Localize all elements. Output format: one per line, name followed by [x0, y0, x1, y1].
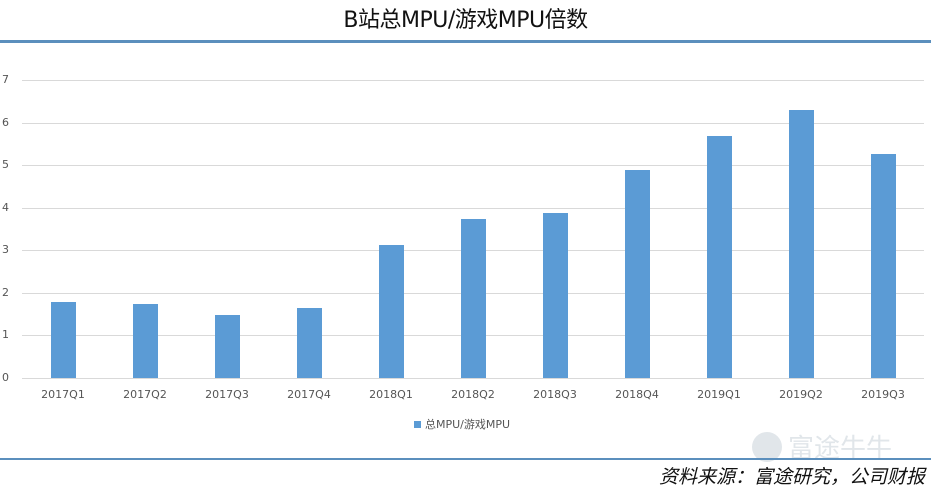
- gridline: [22, 122, 924, 124]
- x-tick-label: 2019Q2: [779, 388, 823, 401]
- gridline: [22, 165, 924, 167]
- x-tick-label: 2017Q4: [287, 388, 331, 401]
- top-divider: [0, 40, 931, 43]
- bar-2019q3: [870, 154, 896, 378]
- bar-2019q2: [788, 110, 814, 378]
- gridline: [22, 207, 924, 209]
- legend-label: 总MPU/游戏MPU: [425, 418, 511, 431]
- legend: 总MPU/游戏MPU: [414, 416, 510, 432]
- x-tick-label: 2017Q3: [205, 388, 249, 401]
- gridline: [22, 378, 924, 379]
- bar-2017q4: [296, 308, 322, 378]
- x-tick-label: 2018Q3: [533, 388, 577, 401]
- x-tick-label: 2018Q2: [451, 388, 495, 401]
- source-note: 资料来源：富途研究，公司财报: [658, 466, 925, 488]
- y-tick-label: 6: [2, 115, 9, 129]
- y-tick-label: 5: [2, 158, 9, 172]
- x-tick-label: 2019Q1: [697, 388, 741, 401]
- x-tick-label: 2018Q1: [369, 388, 413, 401]
- chart-title: B站总MPU/游戏MPU倍数: [343, 8, 588, 33]
- y-tick-label: 7: [2, 73, 9, 86]
- x-tick-label: 2017Q1: [41, 388, 85, 401]
- bar-2017q2: [132, 303, 158, 378]
- bar-2018q2: [460, 219, 486, 378]
- bottom-divider: [0, 458, 931, 460]
- bar-2018q1: [378, 245, 404, 378]
- futu-logo-icon: [752, 431, 782, 462]
- x-tick-label: 2018Q4: [615, 388, 659, 401]
- x-tick-label: 2019Q3: [861, 388, 905, 401]
- bar-2018q3: [542, 213, 568, 378]
- bar-2019q1: [706, 136, 732, 378]
- bar-2017q1: [50, 301, 76, 378]
- y-tick-label: 4: [2, 200, 9, 214]
- bar-2017q3: [214, 314, 240, 378]
- x-tick-label: 2017Q2: [123, 388, 167, 401]
- y-tick-label: 0: [2, 371, 9, 384]
- y-tick-label: 3: [2, 243, 9, 257]
- y-tick-label: 1: [2, 328, 9, 342]
- y-tick-label: 2: [2, 285, 9, 299]
- legend-swatch: [414, 420, 421, 428]
- gridline: [22, 80, 924, 81]
- bar-2018q4: [624, 170, 650, 378]
